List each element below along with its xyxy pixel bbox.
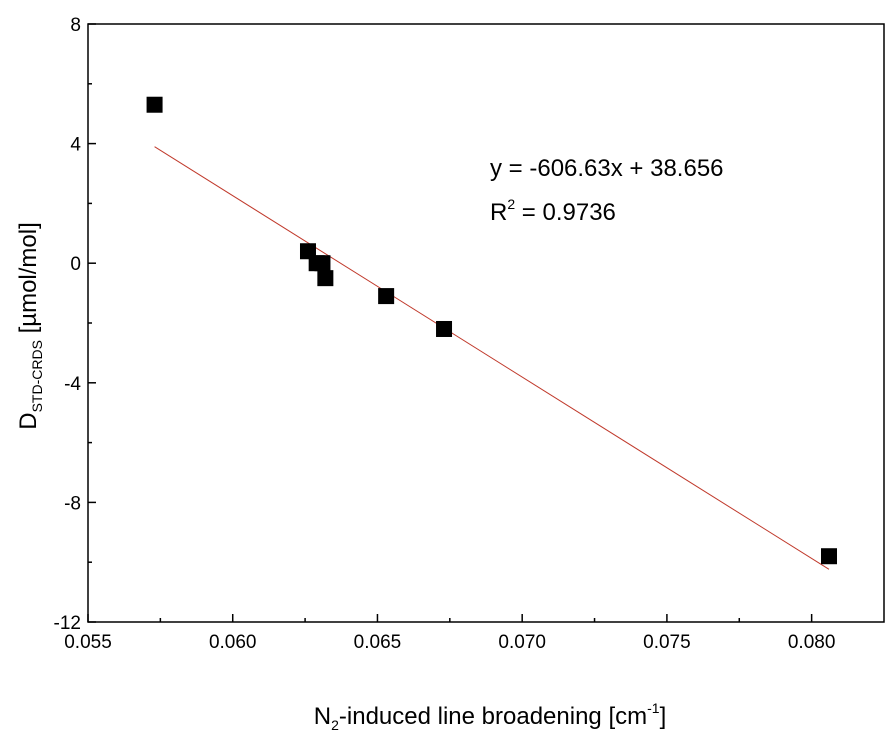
r-squared-value: = 0.9736	[515, 199, 616, 226]
y-tick-label: -8	[64, 493, 81, 514]
y-tick-label: 8	[70, 15, 81, 36]
r-squared-label: R2 = 0.9736	[490, 196, 616, 226]
x-title-end: ]	[660, 703, 667, 730]
data-point	[378, 288, 395, 305]
x-tick-label: 0.075	[643, 632, 691, 653]
data-point	[317, 270, 334, 287]
regression-equation: y = -606.63x + 38.656	[490, 155, 724, 182]
y-title-rest: [µmol/mol]	[15, 222, 42, 340]
r-squared-superscript: 2	[507, 196, 515, 212]
y-axis-title: DSTD-CRDS [µmol/mol]	[15, 222, 45, 430]
axis-ticks: 0.055 0.060 0.065 0.070 0.075 0.080 -12 -8 -4 0 4 8	[54, 15, 836, 653]
x-title-rest: -induced line broadening [cm	[339, 703, 647, 730]
x-tick-label: 0.060	[209, 632, 257, 653]
trendline-layer	[154, 146, 830, 570]
data-point	[146, 96, 163, 113]
x-title-subscript: 2	[331, 717, 339, 733]
data-point	[821, 548, 838, 565]
plot-border	[87, 23, 885, 623]
y-tick-label: -4	[64, 374, 81, 395]
r-squared-prefix: R	[490, 199, 507, 226]
x-axis-title: N2-induced line broadening [cm-1]	[314, 700, 666, 733]
plot-frame	[87, 23, 885, 623]
y-tick-label: 0	[70, 254, 81, 275]
y-tick-label: -12	[54, 613, 81, 634]
y-tick-label: 4	[70, 135, 81, 156]
regression-line	[154, 146, 830, 570]
x-title-main: N	[314, 703, 331, 730]
x-tick-label: 0.080	[788, 632, 836, 653]
data-points	[146, 96, 838, 565]
y-title-main: D	[15, 412, 42, 429]
x-title-superscript: -1	[647, 700, 660, 716]
x-tick-label: 0.065	[354, 632, 402, 653]
y-title-subscript: STD-CRDS	[29, 340, 45, 412]
x-tick-label: 0.070	[498, 632, 546, 653]
x-tick-label: 0.055	[64, 632, 112, 653]
data-point	[436, 320, 453, 337]
data-point	[314, 255, 331, 272]
